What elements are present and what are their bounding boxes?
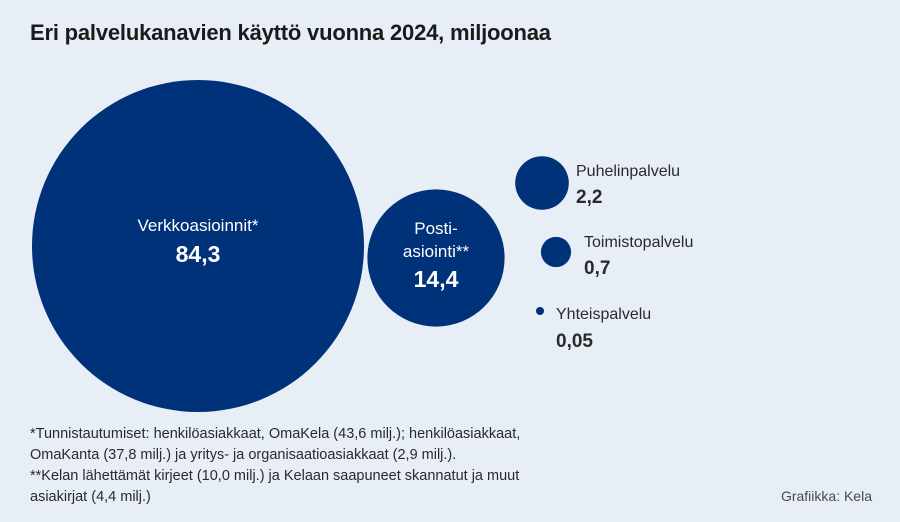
footnote-line: *Tunnistautumiset: henkilöasiakkaat, Oma… — [30, 426, 521, 442]
bubble-online — [32, 80, 364, 412]
bubble-value-phone: 2,2 — [576, 187, 602, 208]
bubble-value-shared: 0,05 — [556, 331, 593, 352]
bubble-label-office: Toimistopalvelu — [584, 234, 693, 251]
bubble-value-post: 14,4 — [414, 266, 459, 292]
bubble-label-post-line2: asiointi** — [403, 242, 470, 261]
bubble-group — [32, 80, 572, 412]
bubble-post — [367, 189, 505, 327]
footnote-line: **Kelan lähettämät kirjeet (10,0 milj.) … — [30, 468, 520, 484]
bubble-label-shared: Yhteispalvelu — [556, 306, 651, 323]
bubble-shared — [536, 307, 544, 315]
footnote-line: OmaKanta (37,8 milj.) ja yritys- ja orga… — [30, 447, 457, 463]
footnotes: *Tunnistautumiset: henkilöasiakkaat, Oma… — [30, 424, 630, 508]
credit-text: Grafiikka: Kela — [780, 488, 872, 504]
bubble-label-post-line1: Posti- — [414, 219, 457, 238]
bubble-value-online: 84,3 — [176, 241, 221, 267]
chart-title: Eri palvelukanavien käyttö vuonna 2024, … — [30, 20, 551, 45]
bubble-value-office: 0,7 — [584, 258, 610, 279]
footnote-line: asiakirjat (4,4 milj.) — [30, 489, 151, 505]
bubble-label-phone: Puhelinpalvelu — [576, 163, 680, 180]
bubble-phone — [515, 156, 569, 210]
bubble-office — [540, 236, 572, 268]
bubble-label-online: Verkkoasioinnit* — [138, 216, 259, 235]
